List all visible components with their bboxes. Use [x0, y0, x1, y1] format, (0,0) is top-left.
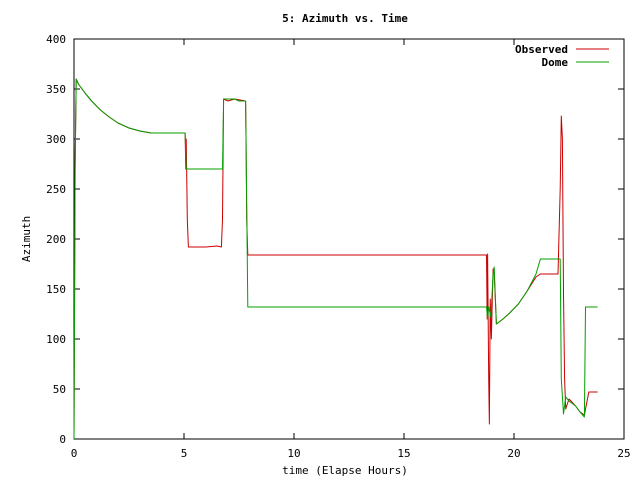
plot-border — [73, 38, 625, 440]
x-tick-label: 15 — [397, 447, 410, 460]
y-tick-label: 0 — [59, 433, 66, 446]
x-tick-label: 25 — [617, 447, 630, 460]
y-tick-label: 250 — [46, 183, 66, 196]
x-tick-label: 5 — [181, 447, 188, 460]
y-tick-label: 150 — [46, 283, 66, 296]
x-tick-label: 10 — [287, 447, 300, 460]
series-line-dome — [73, 78, 598, 440]
y-axis-label: Azimuth — [20, 216, 33, 262]
y-tick-label: 300 — [46, 133, 66, 146]
y-tick-label: 200 — [46, 233, 66, 246]
legend-label-dome: Dome — [542, 56, 569, 69]
x-axis-label: time (Elapse Hours) — [282, 464, 408, 477]
chart-title: 5: Azimuth vs. Time — [282, 12, 408, 25]
y-tick-label: 50 — [53, 383, 66, 396]
legend-label-observed: Observed — [515, 43, 568, 56]
y-tick-label: 350 — [46, 83, 66, 96]
x-tick-label: 0 — [71, 447, 78, 460]
series-lines — [73, 78, 598, 440]
x-tick-label: 20 — [507, 447, 520, 460]
y-tick-label: 400 — [46, 33, 66, 46]
x-axis: 0 5 10 15 20 25 — [71, 39, 631, 460]
y-axis: 0 50 100 150 200 250 300 350 400 — [46, 33, 624, 446]
y-tick-label: 100 — [46, 333, 66, 346]
